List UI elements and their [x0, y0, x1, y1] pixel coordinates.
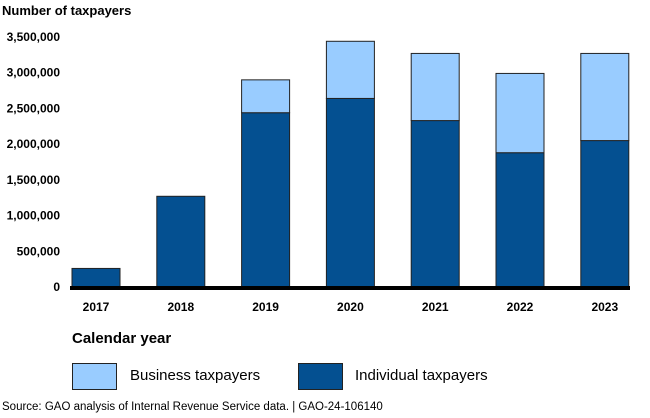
bar-business-2020: [325, 40, 375, 99]
y-tick-label: 3,500,000: [7, 30, 61, 44]
x-tick-label: 2021: [422, 300, 449, 314]
x-tick-label: 2023: [591, 300, 618, 314]
bar-business-2022: [495, 72, 545, 154]
bar-individual-2021: [410, 120, 460, 288]
x-tick-label: 2020: [337, 300, 364, 314]
y-tick-label: 1,500,000: [7, 173, 61, 187]
bar-individual-2018: [156, 195, 206, 288]
bar-business-2019: [241, 79, 291, 114]
chart-title: Number of taxpayers: [2, 3, 132, 18]
x-tick-label: 2017: [83, 300, 110, 314]
legend-label-individual: Individual taxpayers: [355, 367, 488, 384]
bar-individual-2020: [325, 97, 375, 288]
y-tick-label: 1,000,000: [7, 209, 61, 223]
legend-swatch-business: [72, 363, 117, 390]
y-tick-label: 3,000,000: [7, 66, 61, 80]
legend-label-business: Business taxpayers: [130, 367, 261, 384]
bar-business-2021: [410, 52, 460, 122]
bar-business-2023: [580, 52, 630, 142]
bar-individual-2022: [495, 152, 545, 288]
y-tick-label: 2,500,000: [7, 101, 61, 115]
x-tick-label: 2018: [167, 300, 194, 314]
x-tick-label: 2022: [507, 300, 534, 314]
x-tick-label: 2019: [252, 300, 279, 314]
y-tick-label: 2,000,000: [7, 137, 61, 151]
y-tick-label: 500,000: [17, 244, 61, 258]
plot-area: 0 500,000 1,000,000 1,500,000 2,000,000 2,500…: [7, 30, 630, 314]
bar-individual-2019: [241, 112, 291, 288]
bar-individual-2023: [580, 140, 630, 288]
source-note: Source: GAO analysis of Internal Revenue…: [2, 401, 383, 413]
x-axis-title: Calendar year: [72, 330, 172, 347]
y-tick-label: 0: [53, 280, 60, 294]
bar-individual-2017: [71, 267, 121, 288]
legend-swatch-individual: [298, 363, 343, 390]
